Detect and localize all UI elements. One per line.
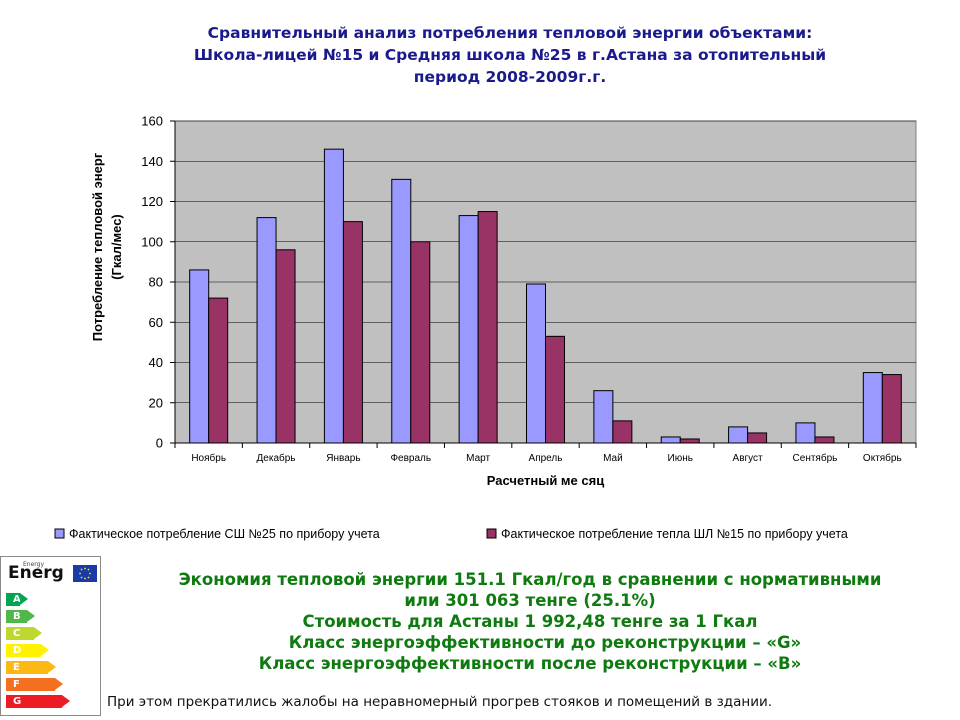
x-tick-label: Апрель (529, 453, 563, 464)
y-tick-label: 120 (141, 194, 163, 209)
bar-shl15-6 (612, 420, 633, 444)
summary-line-3: Стоимость для Астаны 1 992,48 тенге за 1… (302, 612, 758, 631)
legend-label-1: Фактическое потребление СШ №25 по прибор… (69, 527, 380, 541)
x-tick-label: Декабрь (257, 452, 296, 464)
bar-chart: 0 20 40 60 80 100 120 140 160 Ноябрь Декабрь Январь… (54, 114, 917, 541)
x-tick-label: Февраль (390, 453, 431, 464)
bar-shl15-4 (477, 211, 498, 444)
bar-shl15-10 (881, 374, 902, 444)
energy-label-header: Energ Energy (5, 561, 97, 585)
x-tick-label: Март (466, 453, 490, 464)
legend-swatch-2 (486, 528, 497, 539)
bar-sh25-6 (593, 390, 614, 444)
bar-sh25-3 (391, 178, 412, 444)
chart-title: Сравнительный анализ потребления теплово… (140, 22, 880, 88)
bar-sh25-5 (526, 283, 546, 444)
bar-shl15-8 (747, 432, 768, 444)
x-tick-label: Сентябрь (793, 452, 838, 464)
y-tick-label: 60 (149, 315, 163, 330)
bar-shl15-9 (814, 436, 835, 444)
x-tick-label: Ноябрь (191, 452, 226, 464)
x-axis-label: Расчетный ме сяц (487, 473, 604, 488)
energy-band-c: C (6, 627, 42, 640)
energy-band-a: A (6, 593, 28, 606)
energy-word: Energ (8, 563, 64, 583)
eu-flag-icon (73, 565, 97, 582)
legend-swatch-1 (54, 528, 65, 539)
y-axis-label-line-1: Потребление тепловой энерг (90, 152, 105, 341)
bar-sh25-0 (189, 269, 210, 444)
summary-line-2: или 301 063 тенге (25.1%) (404, 591, 656, 610)
bar-shl15-0 (208, 297, 229, 444)
title-line-2: Школа-лицей №15 и Средняя школа №25 в г.… (193, 46, 827, 64)
legend-label-2: Фактическое потребление тепла ШЛ №15 по … (501, 527, 848, 541)
bar-sh25-1 (256, 217, 277, 444)
bar-sh25-8 (728, 426, 749, 444)
title-line-3: период 2008-2009г.г. (413, 68, 607, 86)
bar-shl15-1 (275, 249, 296, 444)
x-tick-label: Январь (326, 453, 360, 464)
summary-line-1: Экономия тепловой энергии 151.1 Гкал/год… (178, 570, 882, 589)
bar-sh25-9 (795, 422, 816, 444)
y-tick-label: 100 (141, 234, 163, 249)
y-tick-label: 40 (149, 355, 163, 370)
bar-shl15-5 (545, 335, 565, 444)
bar-sh25-2 (323, 148, 344, 444)
bar-shl15-2 (342, 221, 363, 444)
x-tick-label: Август (733, 453, 764, 464)
y-tick-label: 20 (149, 395, 163, 410)
title-line-1: Сравнительный анализ потребления теплово… (207, 24, 813, 42)
bar-sh25-10 (862, 372, 883, 444)
bar-shl15-3 (410, 241, 431, 444)
energy-band-d: D (6, 644, 49, 657)
energy-small-text: Energy (23, 561, 45, 568)
energy-band-e: E (6, 661, 56, 674)
y-tick-label: 80 (149, 275, 163, 290)
footnote: При этом прекратились жалобы на неравном… (107, 694, 773, 710)
y-tick-label: 160 (141, 114, 163, 129)
energy-band-b: B (6, 610, 35, 623)
energy-band-f: F (6, 678, 63, 691)
bar-sh25-4 (458, 215, 479, 444)
summary-line-5: Класс энергоэффективности после реконстр… (258, 654, 802, 673)
x-tick-label: Октябрь (863, 452, 902, 464)
summary-block: Экономия тепловой энергии 151.1 Гкал/год… (100, 569, 960, 674)
x-tick-label: Май (603, 453, 623, 464)
bar-sh25-7 (660, 436, 681, 444)
y-tick-label: 140 (141, 154, 163, 169)
bar-shl15-7 (679, 438, 700, 444)
x-tick-label: Июнь (668, 453, 693, 464)
y-axis-label-line-2: (Гкал/мес) (109, 214, 124, 280)
y-tick-label: 0 (156, 436, 163, 451)
energy-band-g: G (6, 695, 70, 708)
summary-line-4: Класс энергоэффективности до реконструкц… (288, 633, 802, 652)
